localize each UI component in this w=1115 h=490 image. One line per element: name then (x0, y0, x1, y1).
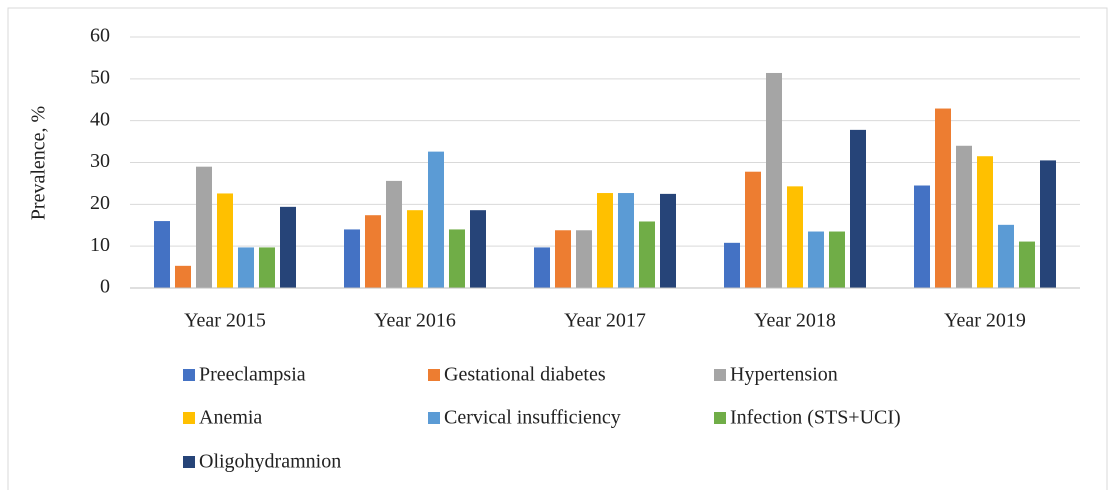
y-tick-label: 20 (90, 192, 110, 214)
bar (829, 231, 845, 288)
y-tick-label: 30 (90, 150, 110, 172)
y-axis-label: Prevalence, % (28, 106, 50, 220)
bar (259, 247, 275, 288)
bar (196, 166, 212, 288)
legend-swatch (183, 456, 195, 468)
y-tick-label: 60 (90, 25, 110, 47)
bar (597, 193, 613, 288)
bar (618, 193, 634, 288)
bar (1019, 241, 1035, 288)
y-tick-label: 10 (90, 234, 110, 256)
legend-swatch (714, 369, 726, 381)
bar (280, 206, 296, 288)
legend-label: Cervical insufficiency (444, 407, 621, 429)
bar (724, 242, 740, 288)
bar (787, 186, 803, 288)
bar (745, 171, 761, 288)
legend-swatch (183, 369, 195, 381)
legend-label: Preeclampsia (199, 364, 306, 386)
bar (555, 230, 571, 288)
legend-label: Gestational diabetes (444, 364, 606, 386)
x-tick-label: Year 2019 (944, 310, 1026, 332)
bar (850, 129, 866, 288)
bar (998, 224, 1014, 288)
bar (808, 231, 824, 288)
bar (449, 229, 465, 288)
legend-label: Anemia (199, 407, 262, 429)
bar (914, 185, 930, 288)
bar (407, 210, 423, 288)
bar (217, 193, 233, 288)
bar (238, 247, 254, 288)
bar (766, 72, 782, 288)
x-tick-label: Year 2017 (564, 310, 646, 332)
legend-swatch (714, 412, 726, 424)
legend-swatch (428, 369, 440, 381)
bar (935, 108, 951, 288)
y-tick-label: 40 (90, 108, 110, 130)
legend-label: Oligohydramnion (199, 451, 341, 473)
bar (1040, 160, 1056, 288)
bar (365, 215, 381, 288)
x-tick-label: Year 2016 (374, 310, 456, 332)
bar (639, 221, 655, 288)
bar (428, 151, 444, 288)
bar (470, 210, 486, 288)
legend-swatch (183, 412, 195, 424)
bar (977, 156, 993, 288)
y-tick-label: 50 (90, 66, 110, 88)
bar (576, 230, 592, 288)
y-tick-label: 0 (100, 276, 110, 298)
legend-swatch (428, 412, 440, 424)
x-tick-label: Year 2018 (754, 310, 836, 332)
bar (154, 221, 170, 288)
legend-label: Hypertension (730, 364, 838, 386)
bar (660, 193, 676, 288)
x-tick-label: Year 2015 (184, 310, 266, 332)
bar (534, 247, 550, 288)
chart-border (7, 7, 1108, 490)
bar (344, 229, 360, 288)
legend-label: Infection (STS+UCI) (730, 407, 901, 429)
bar (386, 180, 402, 288)
bar (956, 145, 972, 288)
bar (175, 265, 191, 288)
